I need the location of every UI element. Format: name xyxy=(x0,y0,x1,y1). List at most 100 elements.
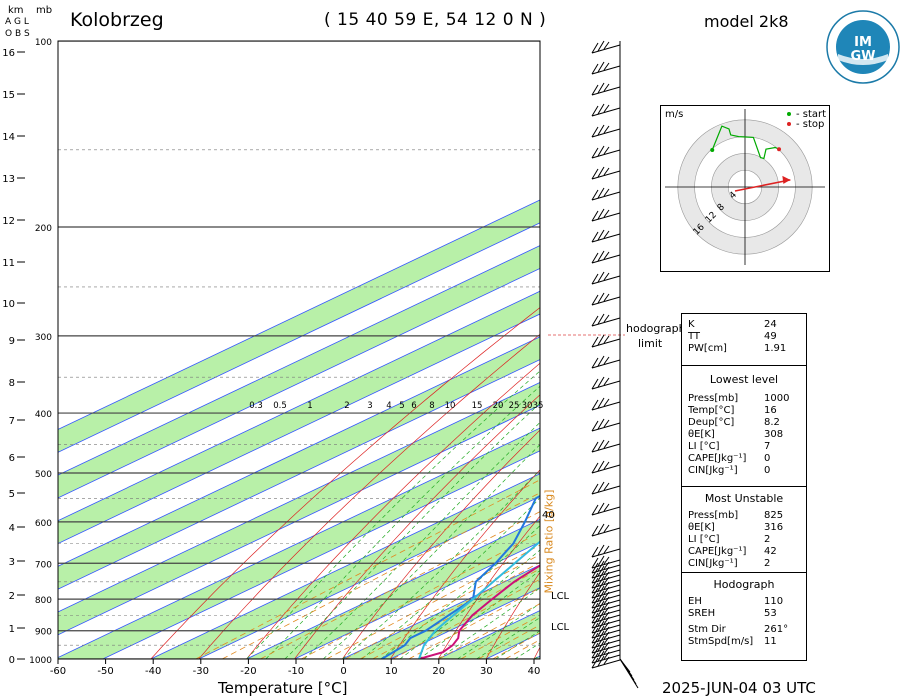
mixing-ratio-line xyxy=(301,531,540,659)
index-value: 110 xyxy=(764,596,784,607)
x-tick-label: 40 xyxy=(528,666,541,677)
height-km-label: 2 xyxy=(9,591,15,602)
isotherm-line xyxy=(58,359,540,590)
index-value: 24 xyxy=(764,319,777,330)
mb-label: mb xyxy=(36,5,53,16)
wind-barb xyxy=(591,575,621,589)
hodograph-unit: m/s xyxy=(665,109,684,120)
moist-adiabat xyxy=(399,549,540,659)
index-value: 261° xyxy=(764,624,789,635)
index-label: Press[mb] xyxy=(688,510,739,521)
wind-barb xyxy=(591,570,621,584)
wind-barb xyxy=(591,555,621,569)
wind-barb xyxy=(591,560,621,574)
indices-separator xyxy=(682,365,806,366)
isotherm-line xyxy=(58,381,540,613)
obs-label: O B S xyxy=(5,29,30,39)
hodograph-start-label: - start xyxy=(796,109,827,120)
isotherm-line xyxy=(198,496,540,659)
model-label: model 2k8 xyxy=(704,12,789,31)
index-value: 7 xyxy=(764,441,771,452)
mixing-ratio-tick-label: 25 xyxy=(509,401,520,411)
mixing-ratio-tick-label: 0.5 xyxy=(273,401,287,411)
mixing-ratio-tick-label: 4 xyxy=(386,401,391,411)
wind-barb-surface xyxy=(619,658,639,689)
pressure-tick-label: 100 xyxy=(35,38,52,48)
pressure-tick-label: 400 xyxy=(35,410,52,420)
pressure-tick-label: 600 xyxy=(35,519,52,529)
indices-panel: K 24 TT 49 PW[cm] 1.91 Lowest level Press[mb] 10… xyxy=(681,313,807,661)
index-value: 53 xyxy=(764,608,777,619)
dry-adiabat xyxy=(869,41,910,659)
isotherm-line xyxy=(58,245,540,476)
wind-barb xyxy=(591,292,621,306)
index-label: Deup[°C] xyxy=(688,417,735,428)
index-label: Stm Dir xyxy=(688,624,726,635)
wind-barb xyxy=(591,82,621,96)
wind-barb xyxy=(591,481,621,495)
wind-barb xyxy=(591,580,621,594)
pressure-tick-label: 500 xyxy=(35,470,52,480)
index-value: 1000 xyxy=(764,393,790,404)
hodograph-trace xyxy=(711,125,780,160)
height-km-label: 8 xyxy=(9,378,15,389)
mixing-ratio-tick-label: 10 xyxy=(445,401,456,411)
index-label: TT xyxy=(688,331,701,342)
index-label: CAPE[Jkg⁻¹] xyxy=(688,453,747,464)
pressure-tick-label: 900 xyxy=(35,628,52,638)
wind-barb xyxy=(591,645,621,659)
mixing-ratio-label: Mixing Ratio [g/kg] xyxy=(542,489,556,594)
wind-barb xyxy=(591,625,621,639)
wind-barb xyxy=(591,250,621,264)
height-km-label: 5 xyxy=(9,489,15,500)
index-value: 0 xyxy=(764,465,771,476)
height-km-label: 3 xyxy=(9,557,15,568)
legend-stop-dot xyxy=(787,122,791,126)
height-km-label: 11 xyxy=(2,258,15,269)
wind-barb xyxy=(591,229,621,243)
mixing-ratio-tick-label: 0.3 xyxy=(249,401,263,411)
isotherm-line xyxy=(58,427,540,659)
mixing-ratio-line xyxy=(460,614,540,659)
storm-motion-arrowhead xyxy=(782,175,791,184)
wind-barb xyxy=(591,187,621,201)
dry-adiabat xyxy=(485,571,540,659)
series-temperature xyxy=(418,564,540,659)
moist-adiabat xyxy=(476,617,540,659)
x-tick-label: 20 xyxy=(432,666,445,677)
mixing-ratio-tick-label: 3 xyxy=(367,401,372,411)
wind-barb xyxy=(591,544,621,558)
index-value: 308 xyxy=(764,429,784,440)
x-tick-label: -30 xyxy=(193,666,209,677)
wind-barb xyxy=(591,565,621,579)
height-km-label: 6 xyxy=(9,453,15,464)
legend-start-dot xyxy=(787,112,791,116)
wind-barb xyxy=(591,334,621,348)
hodograph-ring-label: 4 xyxy=(728,190,739,201)
wind-barb xyxy=(591,397,621,411)
isotherm-line xyxy=(58,290,540,522)
index-label: Temp[°C] xyxy=(688,405,735,416)
index-label: CIN[Jkg⁻¹] xyxy=(688,465,738,476)
index-value: 825 xyxy=(764,510,784,521)
index-label: CIN[Jkg⁻¹] xyxy=(688,558,738,569)
section-title-lowest-level: Lowest level xyxy=(709,373,779,386)
wind-barb xyxy=(591,355,621,369)
index-value: 0 xyxy=(764,453,771,464)
height-km-label: 4 xyxy=(9,523,15,534)
isotherm-band xyxy=(58,245,540,498)
mixing-ratio-tick-label: 2 xyxy=(344,401,349,411)
hodograph-ring-label: 8 xyxy=(716,202,727,213)
agl-label: A G L xyxy=(5,17,29,27)
wind-barb xyxy=(591,655,621,669)
isotherm-line xyxy=(102,450,540,659)
dry-adiabat xyxy=(246,362,540,659)
pressure-tick-label: 200 xyxy=(35,224,52,234)
mixing-ratio-tick-label: 5 xyxy=(399,401,404,411)
wind-barb xyxy=(591,166,621,180)
wind-barb xyxy=(591,376,621,390)
wind-barb xyxy=(591,271,621,285)
wind-barb xyxy=(591,620,621,634)
svg-text:GW: GW xyxy=(850,49,875,64)
